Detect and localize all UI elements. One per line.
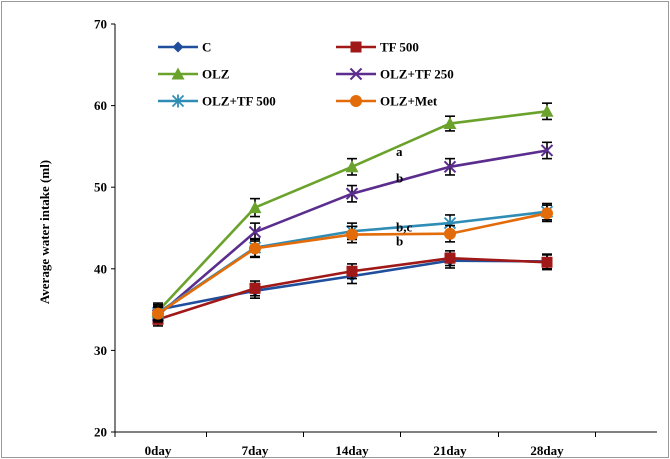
data-point [345,187,359,200]
y-tick-label: 30 [94,343,107,358]
series-olz-met [152,204,553,322]
data-point [248,201,262,214]
marker-stroke [345,187,359,200]
data-point [248,225,262,239]
legend: C TF 500 OLZ OLZ+TF 250 OLZ+TF 500 OLZ+Met [158,40,454,109]
y-tick-label: 50 [94,180,107,195]
legend-item: C [158,40,211,55]
legend-marker [171,94,185,108]
data-point [443,160,457,174]
legend-label: TF 500 [380,40,419,55]
legend-marker [172,41,184,53]
legend-label: OLZ [202,67,230,82]
data-point [249,242,261,255]
data-point [249,282,261,294]
data-point [540,104,554,117]
legend-label: OLZ+TF 500 [202,94,276,109]
x-tick-label: 14day [335,443,369,458]
y-tick-label: 40 [94,261,107,276]
legend-marker [349,67,363,81]
legend-label: OLZ+Met [380,94,438,109]
data-point [346,265,358,277]
significance-label: b,c [396,220,412,235]
x-tick-label: 7day [242,443,269,458]
data-point [443,117,457,130]
legend-item: OLZ+TF 500 [158,94,276,109]
y-tick-label: 60 [94,98,107,113]
significance-label: b [396,171,403,186]
series-olz [151,102,554,319]
marker-stroke [349,67,363,81]
legend-marker [350,95,362,107]
marker-stroke [540,144,554,157]
legend-item: OLZ [158,67,230,82]
legend-marker [350,41,362,53]
legend-label: C [202,40,211,55]
legend-item: TF 500 [336,40,419,55]
data-point [346,228,358,241]
legend-label: OLZ+TF 250 [380,67,454,82]
significance-label: a [396,144,403,159]
marker-stroke [443,160,457,174]
significance-label: b [396,234,403,249]
data-point [541,207,553,220]
y-axis-label: Average water intake (ml) [37,160,52,304]
data-point [444,252,456,264]
legend-item: OLZ+Met [336,94,438,109]
y-tick-label: 20 [94,425,107,440]
data-point [541,256,553,268]
data-point [540,144,554,157]
data-point [152,307,164,320]
data-point [444,227,456,240]
legend-marker [171,67,185,80]
x-tick-label: 28day [530,443,564,458]
legend-item: OLZ+TF 250 [336,67,454,82]
data-point [345,160,359,173]
x-tick-label: 0day [145,443,172,458]
y-tick-label: 70 [94,17,107,32]
marker-stroke [248,225,262,239]
x-tick-label: 21day [433,443,467,458]
